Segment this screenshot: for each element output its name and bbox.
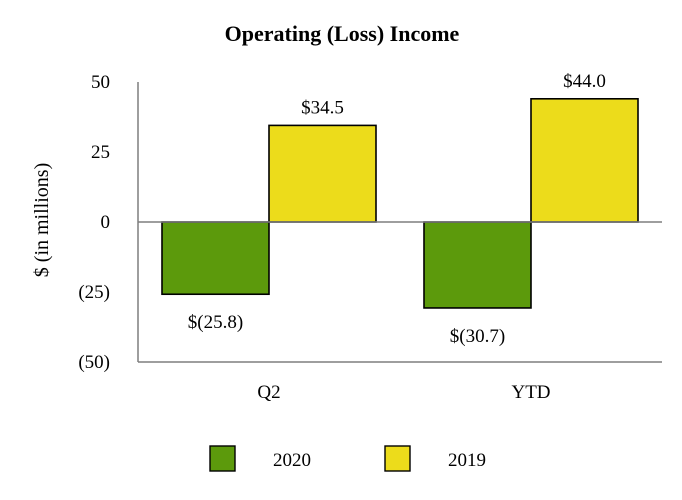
legend-label: 2019: [448, 450, 486, 471]
data-label: $(25.8): [188, 312, 243, 333]
bar-2019-q2: [268, 124, 377, 223]
legend-swatch-2020: [209, 445, 236, 472]
legend: 2020 2019: [209, 445, 486, 472]
bar-2019-ytd: [530, 98, 639, 223]
bar-2020-q2: [161, 221, 270, 296]
y-tick-label: 50: [91, 72, 110, 93]
axes: [137, 82, 662, 363]
y-tick-label: 0: [101, 212, 111, 233]
x-category-label: Q2: [257, 382, 280, 403]
y-tick-label: (25): [78, 282, 110, 303]
data-label: $44.0: [563, 71, 606, 92]
data-labels: $(25.8) $(30.7) $34.5 $44.0: [188, 71, 606, 347]
y-tick-label: (50): [78, 352, 110, 373]
y-tick-label: 25: [91, 142, 110, 163]
y-axis-title: $ (in millions): [31, 163, 53, 277]
bars: [161, 98, 639, 309]
bar-2020-ytd: [423, 221, 532, 309]
legend-label: 2020: [273, 450, 311, 471]
data-label: $(30.7): [450, 326, 505, 347]
y-axis-ticks: 50 25 0 (25) (50): [78, 72, 110, 373]
x-axis-categories: Q2 YTD: [257, 382, 550, 403]
chart-title: Operating (Loss) Income: [225, 21, 460, 46]
x-category-label: YTD: [511, 382, 550, 403]
data-label: $34.5: [301, 97, 344, 118]
legend-swatch-2019: [384, 445, 411, 472]
